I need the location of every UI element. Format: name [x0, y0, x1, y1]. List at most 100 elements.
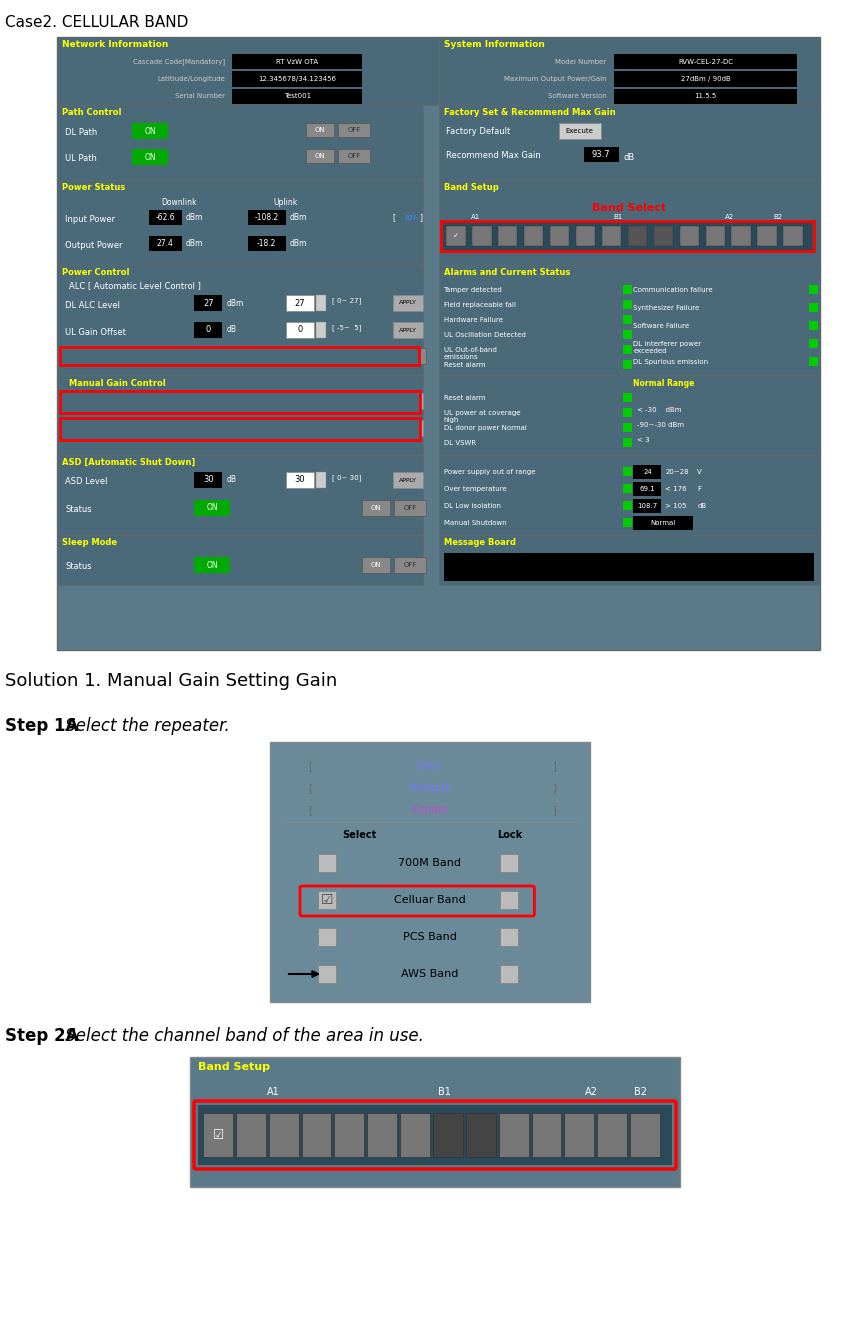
- Bar: [634, 481, 661, 496]
- Bar: [623, 285, 633, 294]
- Bar: [60, 391, 420, 412]
- Text: Serial Number: Serial Number: [174, 93, 225, 99]
- Text: ✓: ✓: [453, 233, 459, 239]
- Bar: [338, 123, 370, 137]
- Bar: [392, 420, 423, 436]
- Bar: [57, 375, 424, 455]
- Text: ON: ON: [207, 561, 218, 569]
- Text: Execute: Execute: [566, 129, 594, 134]
- Text: ASD Level: ASD Level: [65, 477, 108, 487]
- Bar: [809, 285, 819, 294]
- Bar: [614, 54, 797, 69]
- Bar: [706, 225, 725, 247]
- Text: < -30    dBm: < -30 dBm: [637, 407, 682, 412]
- Text: Celluar Band: Celluar Band: [394, 895, 466, 906]
- Text: dB: dB: [227, 423, 236, 432]
- Bar: [233, 89, 362, 103]
- Text: Field replaceable fail: Field replaceable fail: [444, 302, 516, 308]
- Bar: [809, 321, 819, 330]
- Text: DL VSWR: DL VSWR: [444, 440, 476, 446]
- Text: dB: dB: [697, 503, 707, 509]
- Text: ON: ON: [144, 152, 156, 162]
- Bar: [306, 123, 334, 137]
- Text: [ 60~ 90]: [ 60~ 90]: [332, 395, 365, 402]
- Text: DL interferer power
exceeded: DL interferer power exceeded: [634, 341, 701, 354]
- Bar: [316, 472, 326, 488]
- Text: Factory Default: Factory Default: [446, 127, 510, 137]
- Text: -108.2: -108.2: [254, 213, 279, 221]
- Bar: [286, 294, 314, 312]
- Bar: [433, 1113, 463, 1158]
- Bar: [194, 347, 234, 365]
- Text: System Information: System Information: [444, 40, 544, 49]
- Bar: [623, 501, 633, 511]
- Text: -90~-30 dBm: -90~-30 dBm: [637, 422, 685, 428]
- Text: 90: 90: [203, 396, 214, 406]
- Bar: [318, 965, 336, 983]
- Text: Status: Status: [65, 505, 92, 514]
- Bar: [623, 423, 633, 432]
- Bar: [194, 322, 222, 338]
- Text: B2: B2: [635, 1087, 648, 1097]
- Text: Step 2A: Step 2A: [5, 1028, 78, 1045]
- Text: dBm: dBm: [186, 240, 203, 248]
- Text: 108.7: 108.7: [637, 503, 658, 509]
- Text: 27: 27: [203, 298, 214, 308]
- Bar: [286, 472, 314, 488]
- Bar: [500, 928, 518, 945]
- Bar: [400, 1113, 430, 1158]
- Bar: [438, 455, 820, 534]
- Bar: [198, 1105, 672, 1166]
- Bar: [233, 72, 362, 86]
- Bar: [236, 1113, 266, 1158]
- Text: -18.2: -18.2: [257, 239, 276, 248]
- Bar: [57, 105, 424, 180]
- Text: ]: ]: [551, 761, 556, 770]
- Text: [: [: [308, 805, 312, 815]
- Bar: [500, 965, 518, 983]
- Bar: [614, 72, 797, 86]
- Bar: [443, 221, 812, 251]
- Bar: [623, 438, 633, 447]
- Bar: [758, 225, 777, 247]
- Text: OFF: OFF: [404, 505, 417, 511]
- Bar: [148, 236, 181, 251]
- Bar: [466, 1113, 496, 1158]
- Text: A1: A1: [267, 1087, 279, 1097]
- Text: A2: A2: [726, 213, 734, 220]
- Text: Reset alarm: Reset alarm: [444, 362, 485, 369]
- Text: Message Board: Message Board: [444, 538, 516, 548]
- Bar: [634, 516, 694, 530]
- Text: APPLY: APPLY: [398, 477, 417, 483]
- Bar: [194, 420, 222, 436]
- Bar: [732, 225, 751, 247]
- Bar: [338, 149, 370, 163]
- Text: Cascade Code[Mandatory]: Cascade Code[Mandatory]: [133, 58, 225, 65]
- Bar: [500, 854, 518, 873]
- Text: Select the repeater.: Select the repeater.: [60, 717, 230, 735]
- Text: [ 0~ 27]: [ 0~ 27]: [332, 297, 361, 305]
- Text: UL Oscillation Detected: UL Oscillation Detected: [444, 332, 525, 338]
- Bar: [306, 149, 334, 163]
- Text: ON: ON: [371, 562, 382, 568]
- Text: DL ALC Level: DL ALC Level: [65, 301, 120, 310]
- Text: Alarms and Current Status: Alarms and Current Status: [444, 268, 570, 277]
- Text: [ 60~ 90]: [ 60~ 90]: [332, 423, 365, 430]
- Bar: [597, 1113, 628, 1158]
- Bar: [148, 210, 181, 225]
- Bar: [316, 294, 326, 312]
- Text: V: V: [697, 469, 702, 475]
- Text: Lock: Lock: [497, 830, 523, 839]
- Bar: [247, 236, 286, 251]
- Bar: [438, 534, 820, 585]
- Text: UL Path: UL Path: [65, 154, 97, 163]
- Bar: [132, 123, 168, 139]
- Bar: [438, 180, 820, 265]
- Text: UL Gain: UL Gain: [65, 426, 98, 434]
- Text: B1: B1: [438, 1087, 451, 1097]
- Bar: [531, 1113, 562, 1158]
- Bar: [680, 225, 699, 247]
- Text: -62.6: -62.6: [155, 213, 174, 221]
- Bar: [318, 928, 336, 945]
- Text: Latitiude/Longitude: Latitiude/Longitude: [157, 76, 225, 82]
